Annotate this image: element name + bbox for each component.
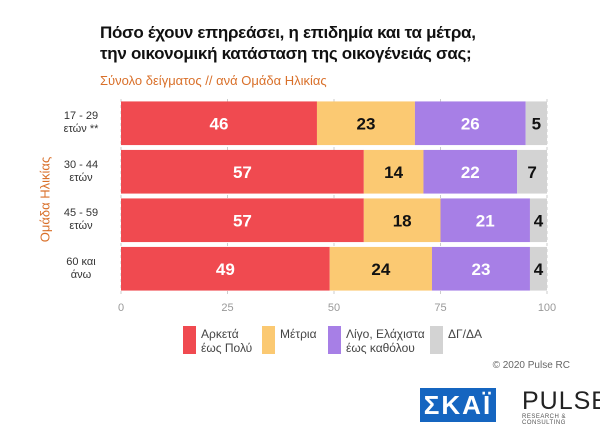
data-label: 57 [233, 163, 252, 182]
data-label: 21 [476, 211, 495, 230]
x-tick-label: 100 [538, 302, 556, 314]
data-label: 22 [461, 163, 480, 182]
data-label: 18 [393, 211, 412, 230]
y-tick-label: 30 - 44 ετών [63, 158, 99, 184]
legend-swatch [430, 326, 443, 354]
data-label: 23 [356, 114, 375, 133]
bar [529, 198, 547, 243]
data-label: 7 [527, 163, 536, 182]
source: © 2020 Pulse RC [492, 360, 570, 371]
data-label: 26 [461, 114, 480, 133]
bar [414, 101, 526, 146]
data-label: 4 [534, 260, 544, 279]
legend-label: Μέτρια [280, 327, 317, 341]
chart-subtitle: Σύνολο δείγματος // ανά Ομάδα Ηλικίας [100, 73, 327, 88]
data-label: 46 [210, 114, 229, 133]
logo-subtext: RESEARCH & CONSULTING [522, 414, 567, 426]
data-label: 57 [233, 211, 252, 230]
chart-title: Πόσο έχουν επηρεάσει, η επιδημία και τα … [100, 23, 476, 63]
y-tick-label: 45 - 59 ετών [63, 207, 99, 233]
legend-label: ΔΓ/ΔΑ [448, 327, 482, 341]
data-label: 14 [384, 163, 403, 182]
legend-swatch [328, 326, 341, 354]
legend-label: Αρκετά έως Πολύ [201, 327, 253, 355]
x-tick-label: 25 [221, 302, 233, 314]
y-tick-label: 60 και άνω [66, 255, 96, 281]
bar [423, 149, 518, 194]
bar [525, 101, 547, 146]
data-label: 49 [216, 260, 235, 279]
logo: ΣΚΑΪ [420, 388, 496, 422]
bar [431, 246, 530, 291]
bar [363, 149, 424, 194]
bar [363, 198, 441, 243]
data-label: 4 [534, 211, 544, 230]
data-label: 5 [532, 114, 541, 133]
data-label: 23 [472, 260, 491, 279]
legend-swatch [183, 326, 196, 354]
x-tick-label: 50 [328, 302, 340, 314]
bar [316, 101, 415, 146]
legend-swatch [262, 326, 275, 354]
bar [529, 246, 547, 291]
data-label: 24 [371, 260, 390, 279]
bar [121, 246, 330, 291]
x-tick-label: 75 [434, 302, 446, 314]
logo: PULSE [522, 387, 600, 415]
bar [329, 246, 432, 291]
bar [121, 101, 317, 146]
bar [440, 198, 530, 243]
y-tick-label: 17 - 29 ετών ** [63, 110, 99, 136]
bar [517, 149, 547, 194]
bar [121, 198, 364, 243]
legend-label: Λίγο, Ελάχιστα έως καθόλου [346, 327, 425, 355]
bar [121, 149, 364, 194]
x-tick-label: 0 [118, 302, 124, 314]
